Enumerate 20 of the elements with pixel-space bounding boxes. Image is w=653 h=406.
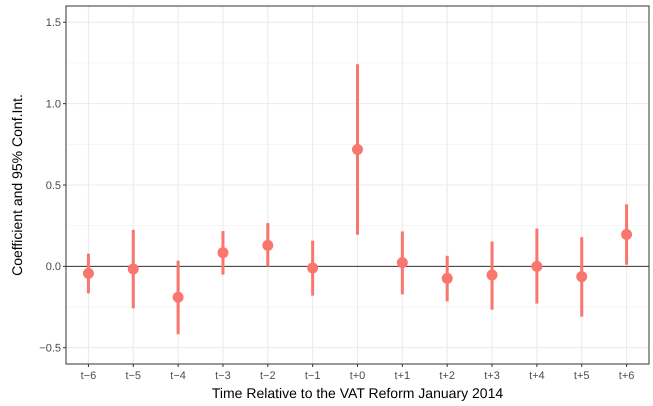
y-axis-title: Coefficient and 95% Conf.Int. — [9, 94, 25, 276]
y-tick-label: 1.0 — [46, 98, 61, 110]
x-tick-label: t+5 — [574, 370, 590, 382]
x-tick-label: t−6 — [80, 370, 96, 382]
x-tick-label: t−4 — [170, 370, 186, 382]
x-tick-label: t−2 — [260, 370, 276, 382]
x-tick-label: t+3 — [484, 370, 500, 382]
x-axis-title: Time Relative to the VAT Reform January 2014 — [212, 385, 504, 401]
x-tick-label: t+2 — [439, 370, 455, 382]
x-tick-label: t+1 — [394, 370, 410, 382]
x-tick-label: t+0 — [350, 370, 366, 382]
x-tick-label: t−1 — [304, 370, 320, 382]
x-tick-label: t−5 — [125, 370, 142, 382]
x-tick-label: t+4 — [529, 370, 545, 382]
y-tick-label: −0.5 — [39, 342, 61, 355]
y-tick-label: 1.5 — [46, 17, 61, 30]
x-tick-label: t−3 — [215, 370, 231, 382]
y-tick-label: 0.5 — [46, 180, 61, 192]
x-tick-label: t+6 — [618, 370, 634, 382]
y-tick-label: 0.0 — [46, 261, 61, 274]
